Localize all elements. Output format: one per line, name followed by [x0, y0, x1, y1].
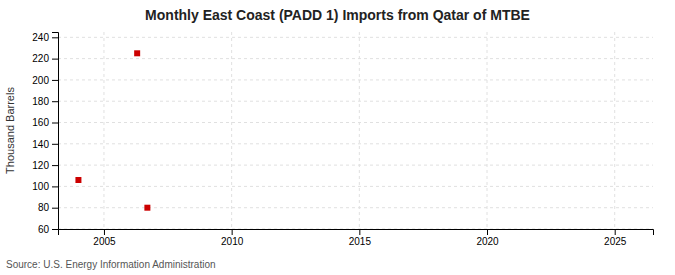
x-tick-label: 2020: [476, 236, 499, 247]
x-tick-mark: [487, 229, 488, 235]
y-grid-line: [58, 122, 653, 123]
y-grid-line: [58, 37, 653, 38]
source-note: Source: U.S. Energy Information Administ…: [6, 259, 216, 270]
x-tick-mark: [104, 229, 105, 235]
y-tick: 220: [32, 53, 58, 64]
y-tick-mark: [52, 186, 58, 187]
points: [75, 50, 150, 210]
chart-svg: 2005 2010 2015 2020 2025 60 80 100 120 140 160 180 2…: [0, 0, 675, 275]
x-tick-mark: [615, 229, 616, 235]
x-axis: 2005 2010 2015 2020 2025: [59, 229, 654, 247]
y-tick-mark: [52, 37, 58, 38]
x-tick: 2015: [349, 229, 372, 247]
y-tick-label: 160: [32, 117, 49, 128]
x-tick-label: 2005: [93, 236, 116, 247]
y-tick: 80: [38, 202, 58, 213]
y-tick-label: 220: [32, 53, 49, 64]
y-grid-line: [58, 143, 653, 144]
y-grid-line: [58, 58, 653, 59]
y-tick: 240: [32, 32, 58, 43]
y-tick-label: 140: [32, 139, 49, 150]
x-tick-label: 2015: [349, 236, 372, 247]
y-tick: 180: [32, 96, 58, 107]
y-grid-line: [58, 101, 653, 102]
x-tick: 2025: [604, 229, 627, 247]
y-tick-mark: [52, 229, 58, 230]
y-tick-mark: [52, 101, 58, 102]
y-tick-label: 120: [32, 160, 49, 171]
point: [134, 50, 140, 56]
x-tick: 2020: [476, 229, 499, 247]
x-tick-label: 2010: [221, 236, 244, 247]
y-tick-label: 60: [38, 224, 50, 235]
y-tick-label: 240: [32, 32, 49, 43]
y-tick-mark: [52, 80, 58, 81]
x-tick: 2005: [93, 229, 116, 247]
y-tick: 200: [32, 75, 58, 86]
point: [144, 205, 150, 211]
grid: [58, 32, 653, 229]
x-tick-mark: [232, 229, 233, 235]
y-tick: 160: [32, 117, 58, 128]
y-tick-mark: [52, 123, 58, 124]
x-grid-line: [487, 32, 488, 229]
y-tick-label: 200: [32, 75, 49, 86]
x-axis-line: [59, 230, 654, 236]
y-tick: 140: [32, 139, 58, 150]
y-axis-title: Thousand Barrels: [4, 87, 16, 174]
x-tick-mark: [359, 229, 360, 235]
y-grid-line: [58, 79, 653, 80]
y-tick-mark: [52, 165, 58, 166]
y-tick: 100: [32, 181, 58, 192]
y-grid-line: [58, 165, 653, 166]
plot-area: 2005 2010 2015 2020 2025 60 80 100 120 140 160 180 2…: [32, 32, 653, 247]
x-tick: 2010: [221, 229, 244, 247]
y-tick-mark: [52, 144, 58, 145]
y-tick: 120: [32, 160, 58, 171]
y-tick-label: 180: [32, 96, 49, 107]
x-tick-label: 2025: [604, 236, 627, 247]
y-tick-label: 80: [38, 202, 50, 213]
y-axis: 60 80 100 120 140 160 180 200 220 240: [32, 32, 58, 235]
x-grid-line: [614, 32, 615, 229]
x-grid-line: [359, 32, 360, 229]
x-grid-line: [103, 32, 104, 229]
x-grid-line: [231, 32, 232, 229]
y-tick: 60: [38, 224, 58, 235]
y-axis-line: [52, 33, 59, 230]
point: [75, 177, 81, 183]
y-grid-line: [58, 186, 653, 187]
title: Monthly East Coast (PADD 1) Imports from…: [145, 7, 530, 23]
y-tick-mark: [52, 208, 58, 209]
y-tick-mark: [52, 59, 58, 60]
y-tick-label: 100: [32, 181, 49, 192]
